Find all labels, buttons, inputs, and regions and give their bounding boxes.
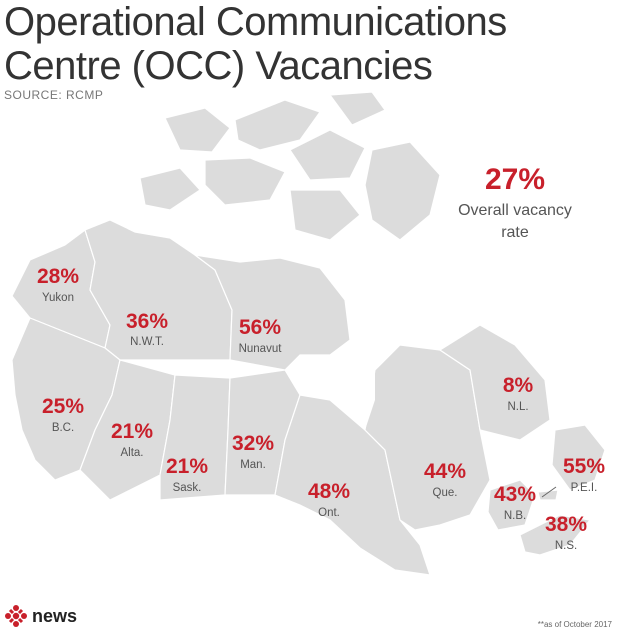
footnote: **as of October 2017 xyxy=(537,620,612,629)
cbc-gem-icon xyxy=(5,605,27,627)
nwt-value: 36% xyxy=(125,310,169,333)
arctic-island xyxy=(164,107,231,153)
alberta-label: Alta. xyxy=(120,447,144,459)
nb-label: N.B. xyxy=(503,510,527,522)
arctic-island xyxy=(289,189,361,241)
arctic-island xyxy=(234,99,321,151)
overall-rate-label-line-2: rate xyxy=(501,224,529,241)
region-labrador xyxy=(438,324,551,441)
nb-value: 43% xyxy=(493,483,537,506)
arctic-island xyxy=(204,157,286,206)
pei-label: P.E.I. xyxy=(570,482,598,494)
source-label: SOURCE: RCMP xyxy=(4,88,104,102)
bc-label: B.C. xyxy=(51,422,75,434)
alberta-value: 21% xyxy=(110,420,154,443)
ns-label: N.S. xyxy=(554,540,578,552)
ontario-value: 48% xyxy=(307,480,351,503)
manitoba-value: 32% xyxy=(231,432,275,455)
bc-value: 25% xyxy=(41,395,85,418)
region-quebec xyxy=(364,344,491,531)
nl-value: 8% xyxy=(502,374,534,397)
sask-label: Sask. xyxy=(172,482,202,494)
arctic-island xyxy=(328,91,386,126)
title-line-1: Operational Communications xyxy=(4,0,507,44)
hudson-bay xyxy=(285,340,375,430)
region-newfoundland xyxy=(551,424,606,491)
region-nb xyxy=(487,479,536,531)
manitoba-label: Man. xyxy=(240,459,266,471)
logo-text: news xyxy=(32,605,78,626)
nunavut-label: Nunavut xyxy=(238,343,282,355)
nwt-label: N.W.T. xyxy=(130,336,164,348)
region-ns xyxy=(519,514,592,556)
quebec-label: Que. xyxy=(432,487,458,499)
cbc-news-logo: news xyxy=(4,604,77,628)
ontario-label: Ont. xyxy=(318,507,340,519)
nl-label: N.L. xyxy=(507,401,529,413)
pei-leader-line xyxy=(541,486,557,498)
overall-rate-value: 27% xyxy=(484,163,546,196)
pei-value: 55% xyxy=(562,455,606,478)
overall-rate-label: Overall vacancy rate xyxy=(430,200,600,244)
arctic-island xyxy=(139,167,201,211)
ns-value: 38% xyxy=(544,513,588,536)
yukon-value: 28% xyxy=(36,265,80,288)
page-title: Operational Communications Centre (OCC) … xyxy=(4,0,507,88)
nunavut-value: 56% xyxy=(238,316,282,339)
overall-rate-label-line-1: Overall vacancy xyxy=(458,202,572,219)
quebec-value: 44% xyxy=(423,460,467,483)
sask-value: 21% xyxy=(165,455,209,478)
title-line-2: Centre (OCC) Vacancies xyxy=(4,44,433,88)
yukon-label: Yukon xyxy=(42,292,74,304)
arctic-island xyxy=(289,129,366,181)
arctic-island xyxy=(364,141,441,241)
